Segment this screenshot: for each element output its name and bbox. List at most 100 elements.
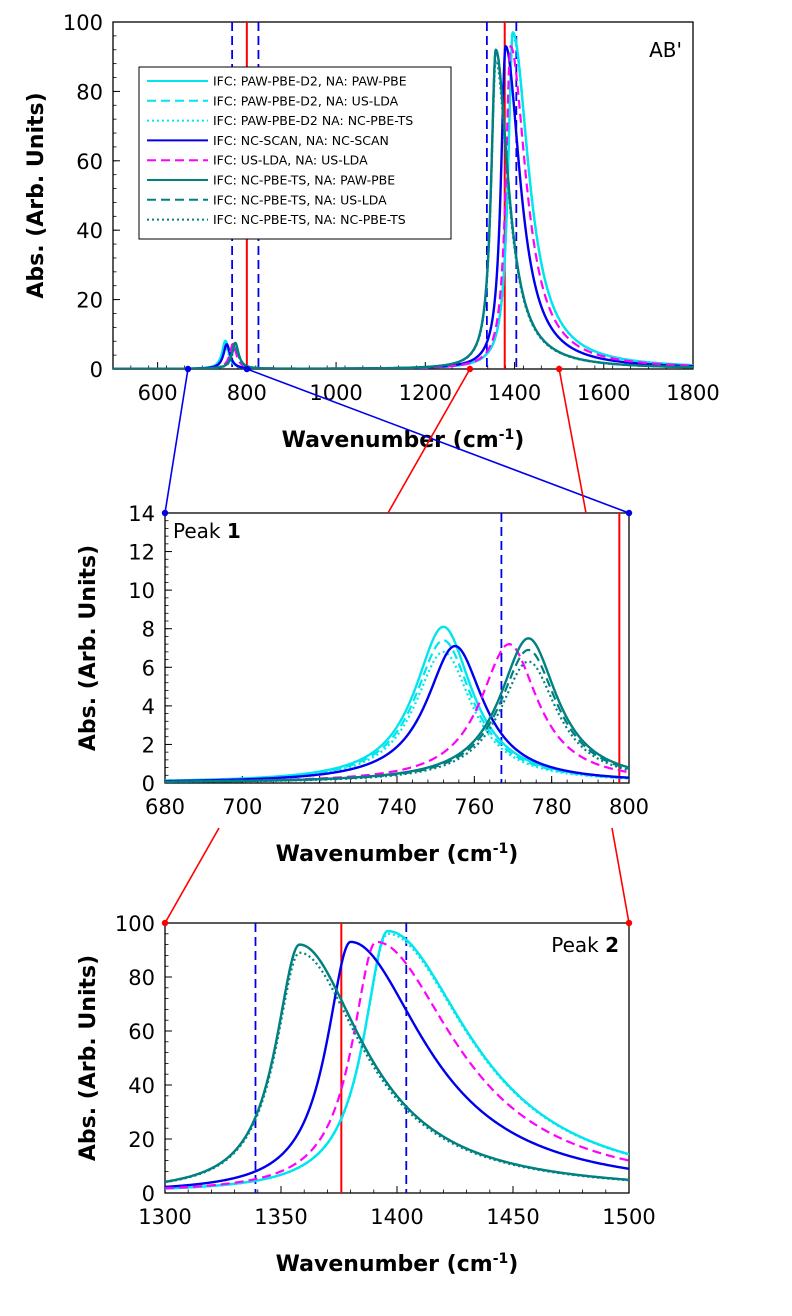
x-axis-title-close: ) xyxy=(514,428,524,453)
x-tick-label: 1200 xyxy=(399,381,452,405)
y-axis-title: Abs. (Arb. Units) xyxy=(24,92,49,298)
connector-line xyxy=(558,368,587,514)
x-tick-label: 1350 xyxy=(254,1205,307,1229)
connector-dot xyxy=(161,919,169,927)
y-tick-label: 20 xyxy=(128,1128,155,1152)
connector-dot xyxy=(161,509,169,517)
panel-label-number: 2 xyxy=(605,933,619,957)
x-tick-label: 1300 xyxy=(138,1205,191,1229)
y-tick-label: 100 xyxy=(115,912,155,936)
legend-entry: IFC: PAW-PBE-D2, NA: US-LDA xyxy=(213,93,399,108)
y-axis-title: Abs. (Arb. Units) xyxy=(76,545,101,751)
series-line-7 xyxy=(165,648,629,783)
y-tick-label: 40 xyxy=(76,219,103,243)
legend-entry: IFC: NC-SCAN, NA: NC-SCAN xyxy=(213,133,389,148)
x-axis-title-sup: -1 xyxy=(499,427,515,443)
legend: IFC: PAW-PBE-D2, NA: PAW-PBE IFC: PAW-PBE… xyxy=(138,66,452,240)
y-tick-label: 80 xyxy=(76,80,103,104)
legend-entry: IFC: NC-PBE-TS, NA: NC-PBE-TS xyxy=(213,212,406,227)
y-tick-label: 6 xyxy=(142,656,155,680)
x-tick-label: 1400 xyxy=(370,1205,423,1229)
series-line-8 xyxy=(165,660,629,783)
x-axis-title-close: ) xyxy=(508,1252,518,1277)
connector-line xyxy=(611,827,630,924)
x-tick-label: 600 xyxy=(138,381,178,405)
panel-label-number: 1 xyxy=(227,519,241,543)
series-line-4 xyxy=(165,940,629,1189)
y-tick-label: 100 xyxy=(63,11,103,35)
connector-line xyxy=(164,827,220,924)
legend-entry: IFC: US-LDA, NA: US-LDA xyxy=(213,153,368,168)
x-axis-title: Wavenumber (cm-1) xyxy=(282,427,525,453)
series-line-5 xyxy=(165,940,629,1190)
y-tick-label: 0 xyxy=(142,772,155,796)
chart-panel-peak1: 680 700 720 740 760 780 800 0 2 4 6 8 10 12 14 Wavenumb… xyxy=(76,502,649,867)
x-axis-title-sup: -1 xyxy=(493,1251,509,1267)
legend-entry: IFC: NC-PBE-TS, NA: US-LDA xyxy=(213,192,387,207)
series-line-8 xyxy=(113,59,693,369)
y-tick-label: 40 xyxy=(128,1074,155,1098)
connector-dot xyxy=(466,365,474,373)
x-tick-label: 800 xyxy=(609,795,649,819)
legend-box xyxy=(138,66,452,240)
x-tick-label: 1800 xyxy=(666,381,719,405)
connector-line xyxy=(387,368,471,514)
x-axis-title-close: ) xyxy=(508,842,518,867)
panel-label: Peak 1 xyxy=(173,519,241,543)
x-tick-label: 740 xyxy=(377,795,417,819)
series-curves xyxy=(165,625,629,783)
legend-entry: IFC: NC-PBE-TS, NA: PAW-PBE xyxy=(213,173,395,188)
y-tick-label: 20 xyxy=(76,289,103,313)
legend-entry: IFC: PAW-PBE-D2 NA: NC-PBE-TS xyxy=(213,113,413,128)
y-tick-label: 80 xyxy=(128,966,155,990)
y-tick-label: 60 xyxy=(76,150,103,174)
series-line-4 xyxy=(165,644,629,783)
x-tick-label: 760 xyxy=(454,795,494,819)
series-curves xyxy=(113,31,693,369)
y-tick-label: 10 xyxy=(128,579,155,603)
y-tick-label: 0 xyxy=(90,358,103,382)
series-line-7 xyxy=(113,48,693,369)
y-tick-label: 2 xyxy=(142,733,155,757)
y-axis-title: Abs. (Arb. Units) xyxy=(76,955,101,1161)
series-line-7 xyxy=(165,943,629,1183)
x-tick-label: 1600 xyxy=(577,381,630,405)
y-tick-label: 8 xyxy=(142,618,155,642)
x-tick-label: 1400 xyxy=(488,381,541,405)
x-tick-label: 680 xyxy=(145,795,185,819)
x-tick-label: 720 xyxy=(300,795,340,819)
y-tick-label: 0 xyxy=(142,1182,155,1206)
x-tick-label: 1500 xyxy=(602,1205,655,1229)
x-tick-label: 800 xyxy=(227,381,267,405)
y-tick-label: 12 xyxy=(128,541,155,565)
legend-entry: IFC: PAW-PBE-D2, NA: PAW-PBE xyxy=(213,74,407,89)
series-line-6 xyxy=(165,943,629,1183)
connector-dot xyxy=(625,919,633,927)
x-axis-title: Wavenumber (cm-1) xyxy=(276,1251,519,1277)
y-tick-label: 4 xyxy=(142,695,155,719)
reference-lines xyxy=(254,923,408,1193)
zoom-connectors xyxy=(161,365,633,927)
chart-panel-overview: 600 800 1000 1200 1400 1600 1800 0 20 40 60 80 100 Wa… xyxy=(24,11,720,453)
reference-lines xyxy=(500,513,621,783)
series-line-3 xyxy=(165,650,629,783)
x-axis-title: Wavenumber (cm-1) xyxy=(276,841,519,867)
x-tick-label: 1000 xyxy=(309,381,362,405)
x-axis-title-sup: -1 xyxy=(493,841,509,857)
x-tick-label: 700 xyxy=(222,795,262,819)
x-tick-label: 1450 xyxy=(486,1205,539,1229)
connector-dot xyxy=(625,509,633,517)
panel-label: Peak 2 xyxy=(551,933,619,957)
connector-dot xyxy=(555,365,563,373)
y-tick-label: 60 xyxy=(128,1020,155,1044)
chart-panel-peak2: 1300 1350 1400 1450 1500 0 20 40 60 80 100 Wavenumb… xyxy=(76,912,656,1277)
series-curves xyxy=(165,929,629,1190)
y-tick-label: 14 xyxy=(128,502,155,526)
plot-frame xyxy=(164,512,630,784)
x-tick-label: 780 xyxy=(532,795,572,819)
series-line-2 xyxy=(165,930,629,1190)
connector-line xyxy=(164,368,189,514)
series-line-8 xyxy=(165,951,629,1184)
panel-title: AB' xyxy=(649,38,682,62)
